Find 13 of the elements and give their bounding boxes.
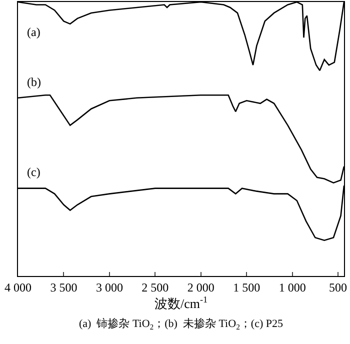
x-tick-label: 1 500 <box>233 280 260 294</box>
series-label: (a) <box>27 25 40 39</box>
x-tick-label: 1 000 <box>278 280 306 294</box>
x-tick-label: 4 000 <box>4 280 32 294</box>
x-axis-title: 波数/cm$^{-1}$ <box>154 294 208 311</box>
series-label: (b) <box>27 75 41 89</box>
x-tick-label: 500 <box>329 280 348 294</box>
text: (a) 铈掺杂 TiO$_{2}$；(b) 未掺杂 TiO$_{2}$；(c) P25 <box>79 317 284 332</box>
x-tick-label: 3 500 <box>50 280 78 294</box>
x-tick-label: 3 000 <box>96 280 123 294</box>
x-tick-label: 2 500 <box>142 280 169 294</box>
series-label: (c) <box>27 165 40 179</box>
x-tick-label: 2 000 <box>187 280 214 294</box>
